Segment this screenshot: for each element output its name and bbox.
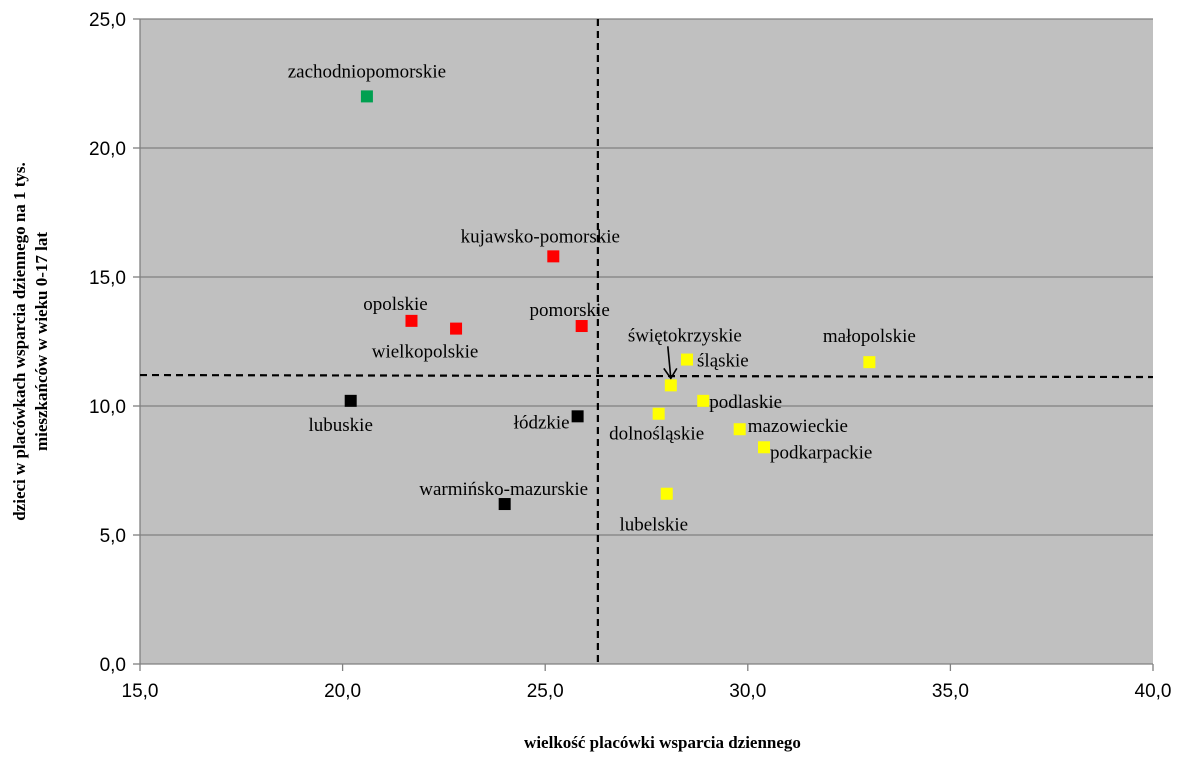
y-tick-label: 5,0 xyxy=(100,526,126,547)
data-point xyxy=(681,353,694,366)
gridlines xyxy=(140,18,1153,536)
reference-lines xyxy=(139,19,1154,664)
point-label: lubuskie xyxy=(309,415,373,436)
y-tick-label: 20,0 xyxy=(89,139,126,160)
tick-labels: 0,0 5,0 10,0 15,0 20,0 25,0 15,0 20,0 25,0 30,0 35… xyxy=(89,10,1171,702)
y-tick-label: 0,0 xyxy=(100,655,126,676)
point-label: opolskie xyxy=(363,294,427,315)
x-tick-label: 40,0 xyxy=(1135,681,1172,702)
data-point xyxy=(660,487,673,500)
point-label: zachodniopomorskie xyxy=(288,61,446,82)
arrow-head xyxy=(663,367,678,380)
x-tick-label: 35,0 xyxy=(932,681,969,702)
point-label: pomorskie xyxy=(530,300,610,321)
x-tick-label: 20,0 xyxy=(324,681,361,702)
point-label: warmińsko-mazurskie xyxy=(419,479,588,500)
x-axis-title: wielkość placówki wsparcia dziennego xyxy=(524,733,801,752)
data-point xyxy=(405,314,418,327)
point-label: lubelskie xyxy=(619,515,688,536)
data-point xyxy=(733,423,746,436)
data-point xyxy=(571,410,584,423)
horizontal-reference-line xyxy=(139,373,1154,379)
point-label: kujawsko-pomorskie xyxy=(461,226,620,247)
point-label: podkarpackie xyxy=(770,442,872,463)
data-point xyxy=(652,407,665,420)
x-tick-label: 25,0 xyxy=(527,681,564,702)
point-label: małopolskie xyxy=(823,326,916,347)
y-tick-label: 25,0 xyxy=(89,10,126,31)
x-tick-label: 15,0 xyxy=(122,681,159,702)
axes xyxy=(133,18,1154,671)
point-label: śląskie xyxy=(697,351,749,372)
data-point xyxy=(547,250,560,263)
label-pointer xyxy=(663,346,678,380)
data-point xyxy=(575,320,588,333)
data-point xyxy=(697,394,710,407)
point-label: świętokrzyskie xyxy=(628,325,742,346)
data-point xyxy=(664,379,677,392)
y-axis-title-line-1: dzieci w placówkach wsparcia dziennego n… xyxy=(10,162,29,521)
y-tick-label: 10,0 xyxy=(89,397,126,418)
data-point xyxy=(498,498,511,511)
plot-area xyxy=(140,19,1153,664)
point-label: mazowieckie xyxy=(748,416,848,437)
data-point xyxy=(758,441,771,454)
data-points xyxy=(344,90,876,511)
y-tick-label: 15,0 xyxy=(89,268,126,289)
arrow-line xyxy=(667,346,672,379)
data-point xyxy=(863,356,876,369)
data-point xyxy=(344,394,357,407)
point-label: wielkopolskie xyxy=(372,342,479,363)
point-label: dolnośląskie xyxy=(609,424,704,445)
point-labels: zachodniopomorskie kujawsko-pomorskie opol… xyxy=(288,61,916,535)
point-label: łódzkie xyxy=(514,412,570,433)
y-axis-title-line-2: mieszkańców w wieku 0-17 lat xyxy=(32,232,51,451)
data-point xyxy=(450,322,463,335)
point-label: podlaskie xyxy=(709,392,782,413)
x-tick-label: 30,0 xyxy=(729,681,766,702)
data-point xyxy=(360,90,373,103)
